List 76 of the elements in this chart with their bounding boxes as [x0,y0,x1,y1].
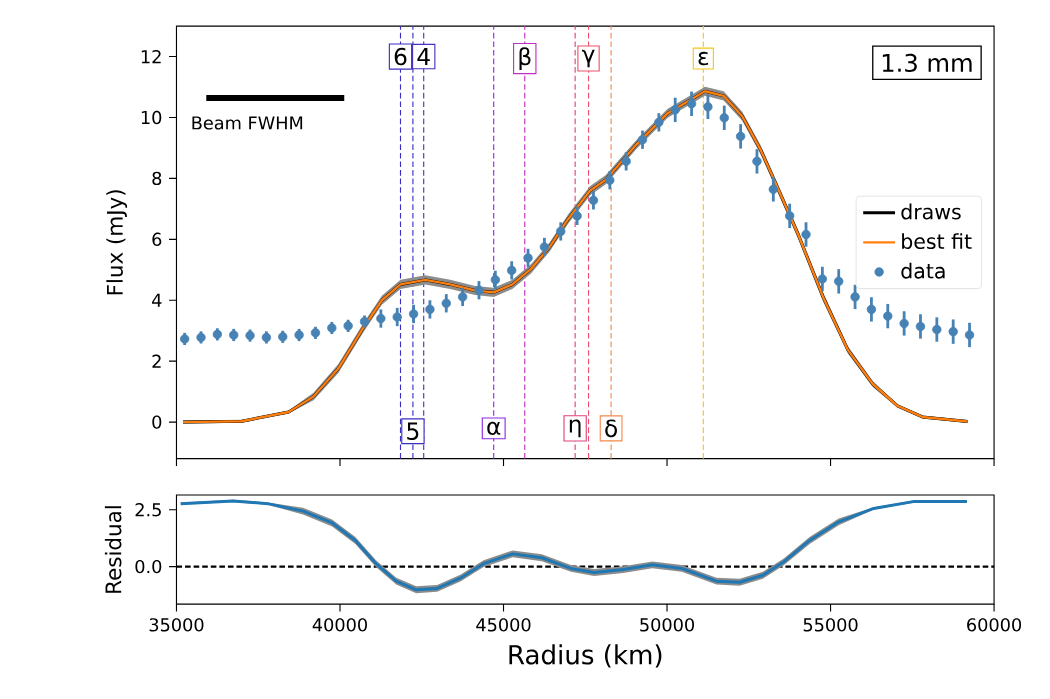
y-tick-label: 8 [152,171,162,186]
legend-label: data [901,262,945,279]
point [359,316,370,327]
point [785,211,795,221]
point [196,332,206,342]
point [834,276,844,286]
point [932,324,942,335]
point [457,292,468,302]
point [817,274,828,284]
point [686,99,697,109]
ref-line-label: γ [582,49,595,68]
annotation: Beam FWHM [192,116,303,130]
legend-label: best fit [902,233,972,249]
x-axis-title: Radius (km) [509,644,662,668]
point [474,285,484,295]
point [425,304,435,314]
point [752,156,762,166]
point [964,330,975,340]
point [654,117,664,127]
point [278,332,288,342]
point [408,309,419,319]
annotation: 6 [394,47,407,66]
point [179,334,190,344]
y-axis-title: Residual [104,506,122,593]
y-tick-label: 10 [141,110,162,125]
x-tick-label: 60000 [967,618,1022,632]
x-tick-label: 45000 [476,618,531,632]
x-tick-label: 50000 [640,618,695,632]
x-tick-label: 40000 [312,618,367,632]
y-tick-label: 0.0 [135,559,162,574]
point [850,292,860,302]
point [621,156,631,166]
annotation: 5 [407,422,419,440]
ref-line-label: η [569,419,581,438]
point [801,229,811,240]
point [523,253,533,263]
y-tick-label: 4 [152,293,162,307]
point [948,326,958,337]
point [883,311,893,321]
point [703,102,713,112]
point [376,313,386,324]
point [556,226,566,236]
point [392,312,402,322]
point [637,134,648,145]
point [768,184,778,194]
point [441,298,451,308]
ref-line-label: δ [605,419,617,438]
x-tick-label: 55000 [803,618,858,632]
point [915,321,926,332]
y-tick-label: 0 [152,415,162,429]
point [507,265,517,275]
point [490,275,500,285]
point [572,211,582,221]
point [719,113,729,123]
point [866,304,877,314]
ref-line-label: β [519,47,531,70]
point [539,242,550,252]
y-tick-label: 6 [152,232,162,246]
point [212,329,223,339]
point [310,328,321,338]
y-tick-label: 2 [152,354,161,368]
legend-label: draws [901,203,961,220]
point [261,332,272,342]
point [899,318,909,328]
y-tick-label: 12 [141,49,161,64]
point [735,131,746,141]
ref-line-label: α [487,421,501,435]
ref-line-label: ε [698,51,709,66]
y-tick-label: 2.5 [135,502,161,517]
annotation: 1.3 mm [882,53,972,72]
point [605,175,615,185]
point [588,195,599,205]
x-tick-label: 35000 [149,618,204,632]
y-axis-title: Flux (mJy) [106,190,128,295]
annotation: 4 [417,47,430,65]
point [670,105,680,115]
